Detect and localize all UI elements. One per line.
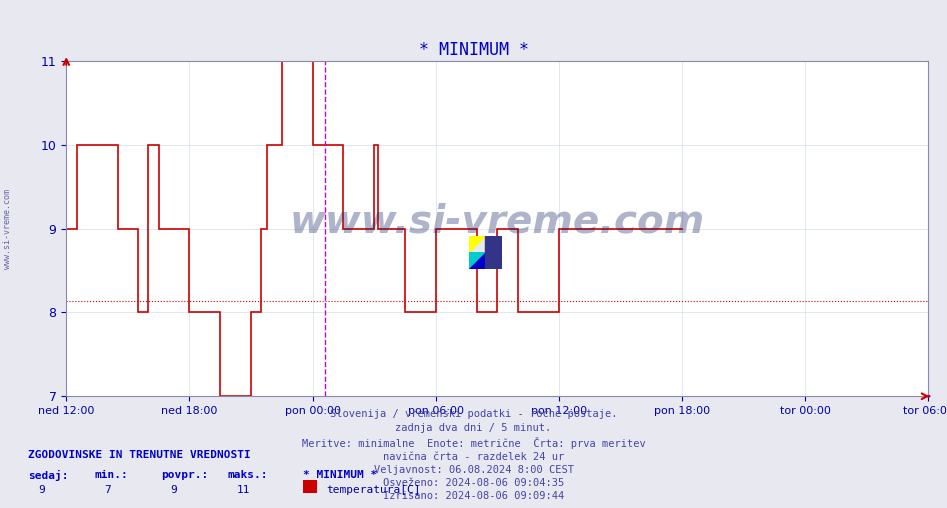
Text: temperatura[C]: temperatura[C]: [327, 485, 421, 495]
Text: 11: 11: [237, 485, 250, 495]
Text: * MINIMUM *: * MINIMUM *: [303, 470, 377, 480]
Text: 9: 9: [170, 485, 177, 495]
Polygon shape: [469, 253, 486, 269]
Polygon shape: [469, 236, 486, 253]
Text: 7: 7: [104, 485, 111, 495]
Text: maks.:: maks.:: [227, 470, 268, 480]
Polygon shape: [486, 236, 502, 269]
Text: www.si-vreme.com: www.si-vreme.com: [3, 188, 12, 269]
Polygon shape: [469, 253, 486, 269]
Text: sedaj:: sedaj:: [28, 470, 69, 481]
Text: www.si-vreme.com: www.si-vreme.com: [290, 203, 705, 241]
Text: * MINIMUM *: * MINIMUM *: [419, 41, 528, 58]
Text: min.:: min.:: [95, 470, 129, 480]
Text: ZGODOVINSKE IN TRENUTNE VREDNOSTI: ZGODOVINSKE IN TRENUTNE VREDNOSTI: [28, 450, 251, 460]
Text: Slovenija / vremenski podatki - ročne postaje.
zadnja dva dni / 5 minut.
Meritve: Slovenija / vremenski podatki - ročne po…: [302, 409, 645, 501]
Text: povpr.:: povpr.:: [161, 470, 208, 480]
Text: 9: 9: [38, 485, 45, 495]
